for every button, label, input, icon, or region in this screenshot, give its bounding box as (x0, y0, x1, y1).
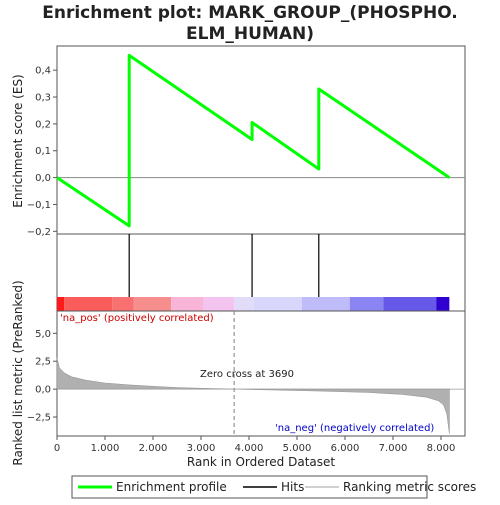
x-axis: 0 1.000 2.000 3.000 4.000 5.000 6.000 7.000 8.00… (54, 436, 456, 454)
ranked-y-tick-label: −2,5 (27, 413, 51, 424)
ranking-color-band (349, 297, 384, 311)
ranked-plot-frame (56, 310, 466, 437)
ranking-color-band (133, 297, 172, 311)
x-tick-label: 1.000 (91, 443, 120, 454)
x-tick-label: 2.000 (139, 443, 168, 454)
ranking-color-band (301, 297, 350, 311)
es-y-tick-label: 0,4 (35, 66, 51, 77)
x-tick-label: 4.000 (235, 443, 264, 454)
positive-correlation-label: 'na_pos' (positively correlated) (60, 313, 214, 324)
x-axis-label: Rank in Ordered Dataset (187, 455, 335, 469)
ranking-color-band (383, 297, 437, 311)
zero-cross-label: Zero cross at 3690 (200, 369, 294, 380)
legend: Enrichment profile Hits Ranking metric s… (71, 475, 476, 499)
legend-label-ranking-metric-scores: Ranking metric scores (343, 480, 476, 494)
es-y-tick-label: 0,3 (35, 93, 51, 104)
ranking-color-band (112, 297, 134, 311)
ranked-y-tick-label: 2,5 (35, 357, 51, 368)
x-tick-label: 8.000 (427, 443, 456, 454)
es-plot-frame (56, 45, 466, 235)
ranking-color-band (203, 297, 235, 311)
enrichment-score-panel: −0,2 −0,1 0,0 0,1 0,2 0,3 0,4 (27, 45, 466, 238)
es-y-tick-label: 0,0 (35, 173, 51, 184)
es-y-axis-label: Enrichment score (ES) (11, 74, 25, 207)
es-y-tick-label: 0,2 (35, 119, 51, 130)
ranked-y-tick-label: 5,0 (35, 329, 51, 340)
x-tick-label: 5.000 (283, 443, 312, 454)
ranked-y-tick-label: 0,0 (35, 385, 51, 396)
ranking-color-band (234, 297, 254, 311)
es-y-tick-label: 0,1 (35, 146, 51, 157)
ranking-color-band (57, 297, 65, 311)
chart-title-line-2: ELM_HUMAN) (186, 24, 314, 44)
chart-title-line-1: Enrichment plot: MARK_GROUP_(PHOSPHO. (42, 3, 458, 23)
ranked-y-axis-label: Ranked list metric (PreRanked) (11, 280, 25, 465)
x-tick-label: 3.000 (187, 443, 216, 454)
es-y-tick-label: −0,2 (27, 227, 51, 238)
x-tick-label: 6.000 (331, 443, 360, 454)
ranking-color-band (64, 297, 113, 311)
x-tick-label: 7.000 (379, 443, 408, 454)
legend-label-enrichment-profile: Enrichment profile (116, 480, 227, 494)
enrichment-profile-line (56, 53, 451, 228)
negative-correlation-label: 'na_neg' (negatively correlated) (275, 423, 434, 434)
ranking-color-band (171, 297, 204, 311)
ranked-metric-panel: −2,5 0,0 2,5 5,0 (27, 310, 466, 437)
x-tick-label: 0 (54, 443, 60, 454)
hits-panel (56, 233, 466, 312)
legend-label-hits: Hits (281, 480, 304, 494)
ranking-color-band (436, 297, 450, 311)
es-y-tick-label: −0,1 (27, 200, 51, 211)
ranking-color-band (253, 297, 302, 311)
